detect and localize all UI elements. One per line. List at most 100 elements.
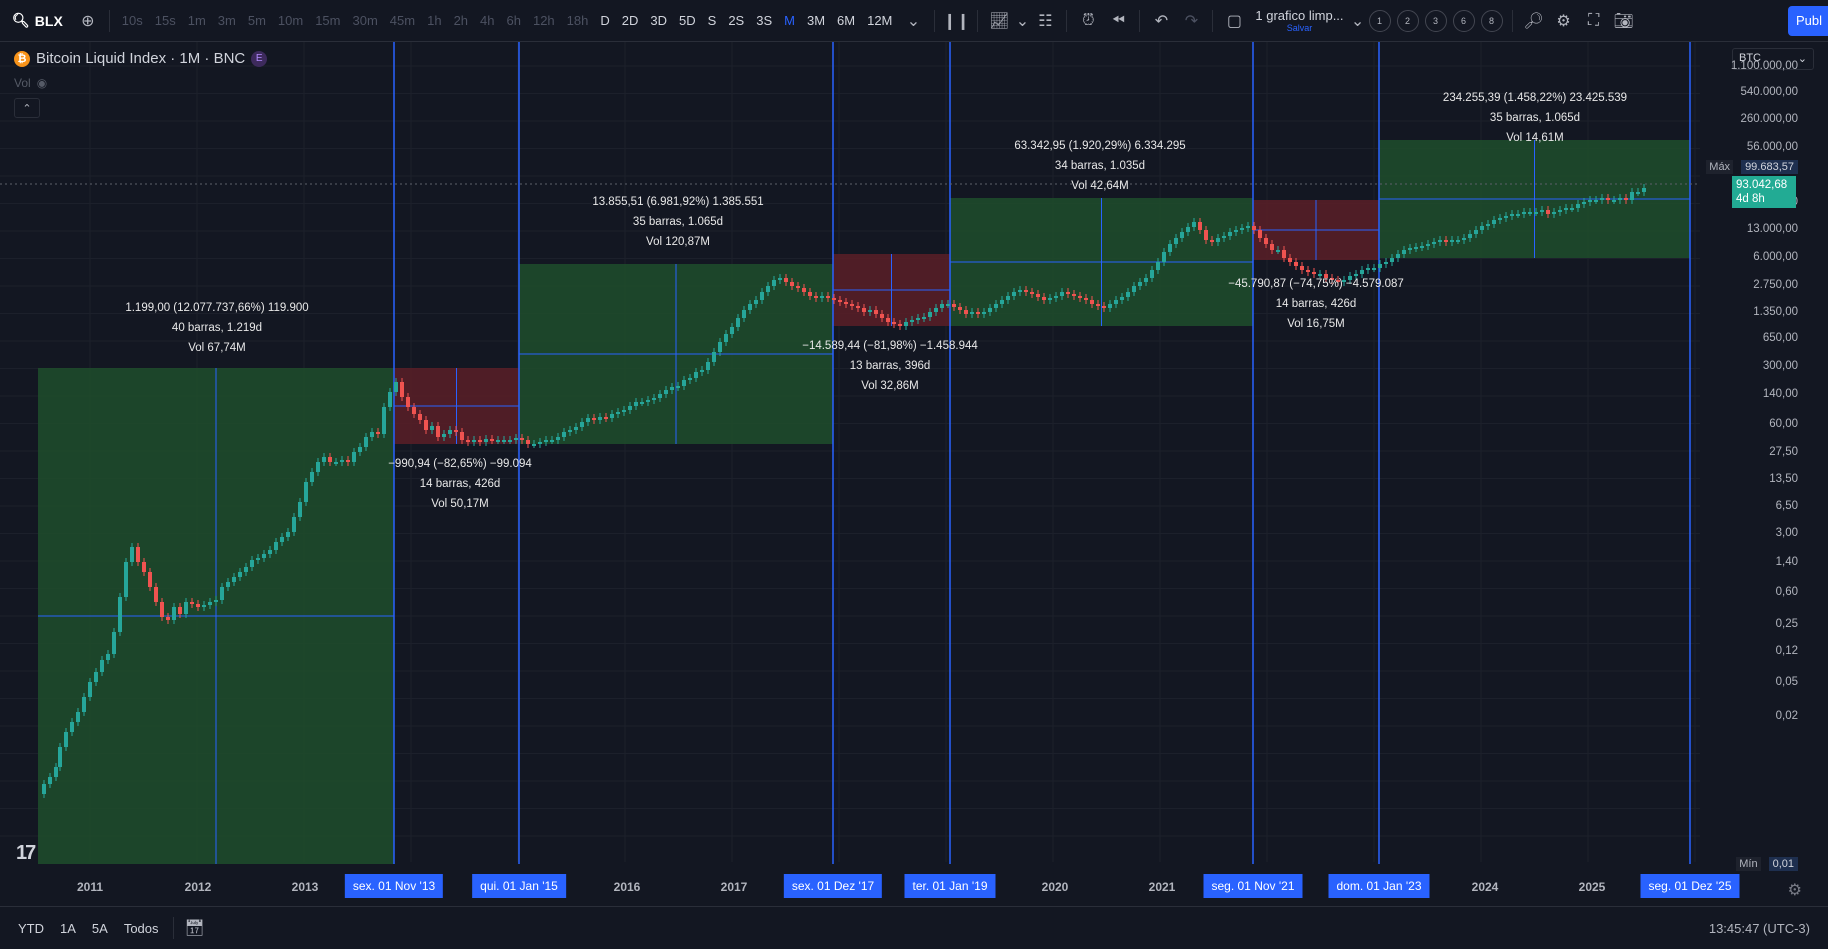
tradingview-logo[interactable]: 17 bbox=[16, 842, 36, 864]
timeframe-button[interactable]: 3M bbox=[806, 12, 826, 28]
vertical-line-date-badge[interactable]: qui. 01 Jan '15 bbox=[472, 874, 566, 898]
candle-body bbox=[1420, 246, 1424, 248]
chevron-down-icon[interactable]: ⌄ bbox=[1350, 12, 1365, 30]
clock-time[interactable]: 13:45:47 (UTC-3) bbox=[1708, 921, 1810, 936]
chevron-down-icon[interactable]: ⌄ bbox=[1015, 12, 1030, 30]
layout-quick-button[interactable]: 3 bbox=[1424, 9, 1447, 32]
measurement-label: −45.790,87 (−74,75%) −4.579.087 14 barras… bbox=[1228, 274, 1404, 334]
undo-icon[interactable]: ↶ bbox=[1154, 12, 1169, 30]
range-button[interactable]: YTD bbox=[18, 920, 44, 936]
candle-body bbox=[274, 542, 278, 550]
timeframe-button[interactable]: 12M bbox=[867, 12, 893, 28]
gear-icon[interactable]: ⚙ bbox=[1787, 882, 1802, 899]
chart-area[interactable]: ₿ Bitcoin Liquid Index · 1M · BNC E Vol … bbox=[0, 42, 1828, 906]
candle-body bbox=[1132, 286, 1136, 292]
layout-quick-button[interactable]: 2 bbox=[1396, 9, 1419, 32]
candle-body bbox=[850, 304, 854, 306]
candle-body bbox=[1258, 230, 1262, 238]
volume-legend[interactable]: Vol ◉ bbox=[14, 76, 47, 90]
range-button[interactable]: 5A bbox=[91, 920, 108, 936]
timeframe-button[interactable]: 5m bbox=[247, 12, 266, 28]
calendar-range-icon[interactable]: 📅︎ bbox=[184, 920, 205, 937]
timeframe-button[interactable]: D bbox=[600, 12, 610, 28]
timeframe-button[interactable]: 10m bbox=[277, 12, 304, 28]
layout-selector[interactable]: 1 grafico limp... Salvar bbox=[1249, 9, 1349, 33]
timeframe-button[interactable]: 5D bbox=[679, 12, 696, 28]
vertical-line-date-badge[interactable]: sex. 01 Dez '17 bbox=[783, 874, 883, 898]
timeframe-button[interactable]: 4h bbox=[480, 12, 495, 28]
vertical-line-date-badge[interactable]: seg. 01 Nov '21 bbox=[1203, 874, 1303, 898]
fullscreen-icon[interactable]: ⛶ bbox=[1587, 11, 1600, 29]
range-button[interactable]: 1A bbox=[60, 920, 76, 936]
range-buttons: YTD 1A 5A Todos bbox=[0, 921, 167, 936]
layout-quick-button[interactable]: 8 bbox=[1480, 9, 1503, 32]
timeframe-button[interactable]: 30m bbox=[352, 12, 378, 28]
timeframe-button[interactable]: 45m bbox=[389, 12, 416, 28]
gear-icon[interactable]: ⚙ bbox=[1556, 12, 1571, 30]
candle-body bbox=[730, 327, 734, 334]
candle-body bbox=[754, 300, 758, 304]
symbol-title[interactable]: Bitcoin Liquid Index · 1M · BNC bbox=[36, 50, 246, 67]
vertical-line-date-badge[interactable]: seg. 01 Dez '25 bbox=[1640, 874, 1740, 898]
timeframe-button[interactable]: 6h bbox=[506, 12, 521, 28]
candle-body bbox=[916, 318, 920, 320]
timeframe-button[interactable]: 10s bbox=[121, 12, 143, 28]
timeframe-button[interactable]: 1m bbox=[187, 12, 206, 28]
timeframe-button[interactable]: 3D bbox=[650, 12, 668, 28]
redo-icon[interactable]: ↷ bbox=[1184, 12, 1199, 30]
candle-body bbox=[364, 437, 368, 447]
candle-body bbox=[1576, 204, 1580, 208]
timeframe-button[interactable]: 2S bbox=[728, 12, 745, 28]
max-value: 99.683,57 bbox=[1741, 160, 1798, 174]
timeframe-button[interactable]: 2h bbox=[453, 12, 469, 28]
vertical-line-date-badge[interactable]: ter. 01 Jan '19 bbox=[904, 874, 996, 898]
search-icon[interactable]: 🔎︎ bbox=[1523, 12, 1544, 30]
timeframe-button[interactable]: 12h bbox=[532, 12, 555, 28]
chart-canvas[interactable] bbox=[0, 42, 1828, 906]
price-tick-label: 6.000,00 bbox=[1753, 251, 1798, 263]
candle-body bbox=[616, 412, 620, 414]
current-price-value: 93.042,68 bbox=[1736, 179, 1788, 191]
timeframe-button[interactable]: S bbox=[707, 12, 717, 28]
candle-body bbox=[70, 722, 74, 732]
publish-button[interactable]: Publ bbox=[1788, 6, 1828, 36]
timeframe-button[interactable]: 18h bbox=[566, 12, 589, 28]
layout-quick-button[interactable]: 6 bbox=[1452, 9, 1475, 32]
timeframe-button[interactable]: 2D bbox=[621, 12, 639, 28]
camera-icon[interactable]: 📷︎ bbox=[1613, 12, 1634, 30]
symbol-search[interactable]: 🔍︎ BLX bbox=[0, 12, 73, 29]
vertical-line-date-badge[interactable]: dom. 01 Jan '23 bbox=[1328, 874, 1430, 898]
candle-body bbox=[1180, 232, 1184, 238]
timeframe-button[interactable]: M bbox=[784, 12, 795, 28]
range-button[interactable]: Todos bbox=[123, 920, 159, 936]
indicators-icon[interactable]: 📈︎ bbox=[989, 12, 1010, 30]
eye-hidden-icon[interactable]: ◉ bbox=[36, 76, 48, 90]
alert-icon[interactable]: ⏰︎ bbox=[1082, 11, 1095, 29]
currency-select[interactable]: BTC ⌄ bbox=[1732, 48, 1814, 70]
layout-square-icon[interactable]: ▢ bbox=[1226, 12, 1242, 30]
candle-body bbox=[970, 312, 974, 314]
candle-body bbox=[130, 547, 134, 562]
timeframe-button[interactable]: 1h bbox=[427, 12, 442, 28]
candle-body bbox=[1372, 268, 1376, 270]
collapse-legend-button[interactable]: ⌃ bbox=[14, 98, 40, 118]
candle-body bbox=[1384, 262, 1388, 264]
chevron-down-icon[interactable]: ⌄ bbox=[906, 12, 921, 30]
timeframe-button[interactable]: 3m bbox=[217, 12, 236, 28]
timeframe-button[interactable]: 15s bbox=[154, 12, 176, 28]
candle-body bbox=[190, 602, 194, 604]
candle-body bbox=[760, 292, 764, 300]
vertical-line-date-badge[interactable]: sex. 01 Nov '13 bbox=[344, 874, 444, 898]
timeframe-button[interactable]: 3S bbox=[756, 12, 773, 28]
candles-icon[interactable]: ❙❙ bbox=[942, 12, 970, 30]
layout-quick-button[interactable]: 1 bbox=[1368, 9, 1391, 32]
candle-body bbox=[1486, 224, 1490, 226]
candle-body bbox=[1402, 250, 1406, 254]
templates-icon[interactable]: ☷ bbox=[1038, 12, 1053, 30]
add-symbol-icon[interactable]: ⊕ bbox=[81, 12, 95, 30]
candle-body bbox=[1510, 214, 1514, 216]
timeframe-button[interactable]: 15m bbox=[315, 12, 341, 28]
replay-icon[interactable]: ⏪︎ bbox=[1111, 11, 1125, 29]
timeframe-button[interactable]: 6M bbox=[837, 12, 856, 28]
candle-body bbox=[964, 310, 968, 314]
